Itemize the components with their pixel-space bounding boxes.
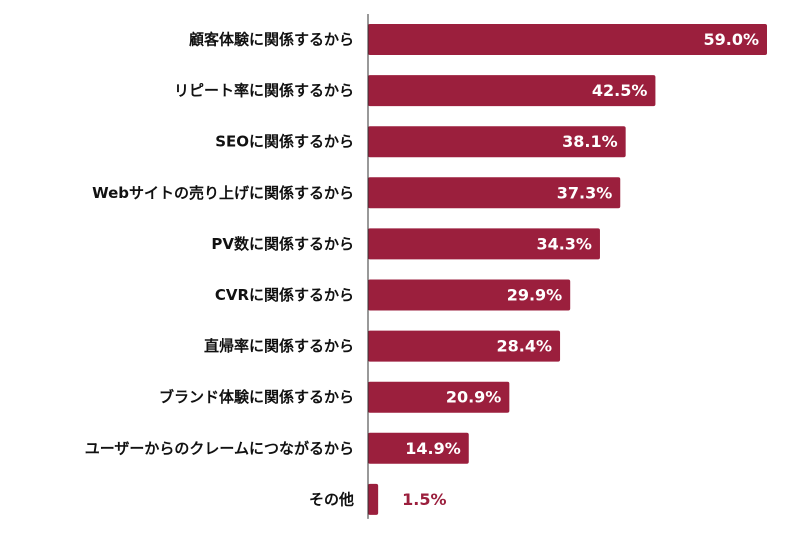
bar bbox=[368, 126, 626, 158]
bar bbox=[368, 75, 656, 107]
category-label: Webサイトの売り上げに関係するから bbox=[92, 184, 354, 202]
category-label: SEOに関係するから bbox=[215, 133, 354, 151]
category-label: その他 bbox=[309, 490, 354, 508]
value-label: 34.3% bbox=[536, 234, 592, 253]
value-label: 37.3% bbox=[557, 183, 613, 202]
value-labels: 59.0% 42.5% 38.1% 37.3% 34.3% 29.9% 28.4% 20.9%… bbox=[402, 30, 759, 509]
category-label: CVRに関係するから bbox=[215, 286, 354, 304]
value-label: 20.9% bbox=[446, 388, 502, 407]
category-label: リピート率に関係するから bbox=[174, 82, 354, 100]
bar bbox=[368, 483, 379, 515]
category-label: 顧客体験に関係するから bbox=[189, 31, 354, 49]
bar bbox=[368, 177, 621, 209]
category-label: ブランド体験に関係するから bbox=[159, 388, 354, 406]
value-label: 1.5% bbox=[402, 490, 446, 509]
value-label: 38.1% bbox=[562, 132, 618, 151]
category-label: ユーザーからのクレームにつながるから bbox=[85, 439, 354, 457]
value-label: 28.4% bbox=[497, 337, 553, 356]
category-label: 直帰率に関係するから bbox=[204, 337, 354, 355]
value-label: 29.9% bbox=[507, 286, 563, 305]
value-label: 59.0% bbox=[703, 30, 759, 49]
bars bbox=[368, 24, 767, 515]
bar bbox=[368, 24, 767, 55]
bar bbox=[368, 432, 469, 464]
value-label: 42.5% bbox=[592, 81, 648, 100]
bar bbox=[368, 279, 571, 311]
bar bbox=[368, 228, 600, 260]
bar bbox=[368, 330, 561, 362]
bar bbox=[368, 381, 510, 413]
category-label: PV数に関係するから bbox=[211, 235, 354, 253]
value-label: 14.9% bbox=[405, 439, 461, 458]
